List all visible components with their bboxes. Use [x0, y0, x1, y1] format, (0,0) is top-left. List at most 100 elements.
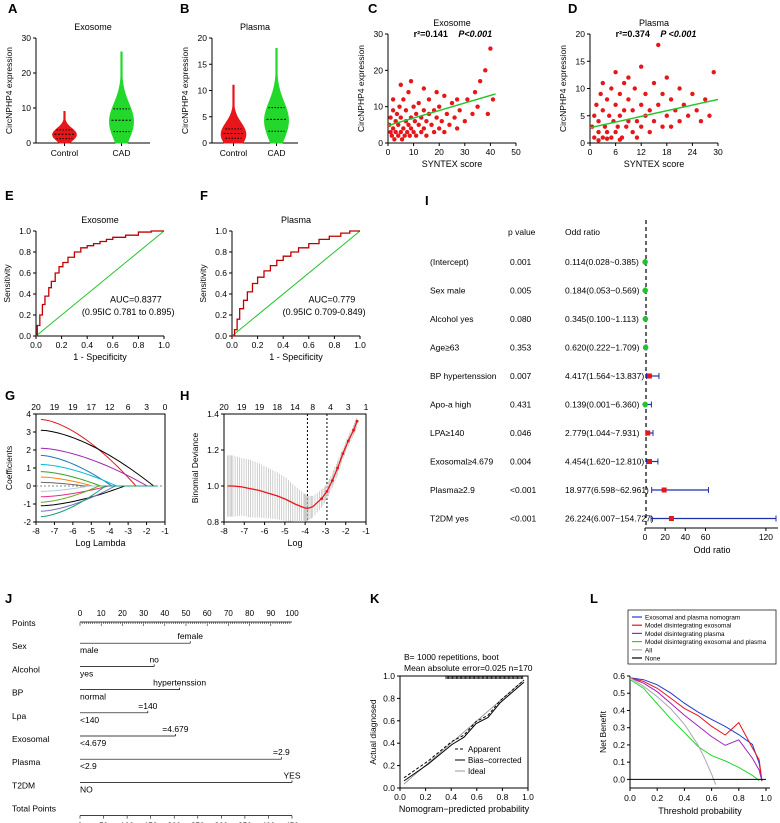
- scatter-point: [613, 69, 618, 75]
- x-tick-label: 0.4: [277, 340, 289, 350]
- scatter-point: [668, 97, 674, 102]
- x-tick-label: 20: [660, 532, 670, 542]
- row-p-value: <0.001: [510, 485, 537, 495]
- scatter-point: [402, 133, 407, 138]
- x-tick-label: 0.8: [328, 340, 340, 350]
- scatter-point: [488, 46, 493, 51]
- y-tick-label: 20: [198, 33, 208, 43]
- cv-deviance-chart: 0.8 1.0 1.2 1.4 -8 -7 -6 -5 -4 -3 -2 -1 Binomial Dev…: [190, 402, 370, 548]
- scatter-point: [651, 119, 657, 124]
- y-tick-label: -2: [23, 517, 31, 527]
- scatter-point: [660, 91, 665, 97]
- variable-low-label: normal: [80, 692, 106, 702]
- y-tick-label: 0.0: [613, 774, 625, 784]
- coefficient-path: [40, 485, 157, 503]
- scatter-point: [388, 129, 393, 135]
- mean-deviance-line: [227, 420, 358, 510]
- row-label: Sex male: [430, 286, 466, 296]
- x-tick-label: 1.0: [158, 340, 170, 350]
- y-tick-label: 0.0: [19, 331, 31, 341]
- points-tick-label: 60: [203, 609, 212, 618]
- x-tick-label: 0.2: [252, 340, 264, 350]
- scatter-point: [449, 100, 455, 106]
- x-axis-title: SYNTEX score: [422, 159, 483, 169]
- estimate-marker: [668, 516, 674, 521]
- x-tick-label: -6: [261, 526, 269, 536]
- scatter-point: [604, 136, 610, 141]
- x-tick-label: -7: [241, 526, 249, 536]
- x-tick-label: 6: [613, 147, 618, 157]
- scatter-point: [624, 124, 629, 129]
- scatter-point: [419, 129, 424, 135]
- scatter-point: [677, 119, 682, 124]
- row-odds-ratio: 0.184(0.053~0.569): [565, 286, 640, 296]
- total-points-tick-label: 0: [78, 822, 83, 823]
- total-points-tick-label: 100: [120, 822, 134, 823]
- scatter-point: [439, 119, 444, 124]
- scatter-point: [421, 108, 427, 113]
- y-tick-label: 1.0: [215, 226, 227, 236]
- y-tick-label: 0.5: [613, 688, 625, 698]
- ci-label: (0.95IC 0.781 to 0.895): [82, 307, 175, 317]
- top-axis-label: 14: [290, 402, 300, 412]
- r-squared-label: r²=0.141: [414, 29, 448, 39]
- points-tick-label: 70: [224, 609, 233, 618]
- nomogram-row-label: Total Points: [12, 804, 56, 814]
- scatter-point: [681, 102, 687, 108]
- x-tick-label: 0.2: [420, 792, 432, 802]
- scatter-point: [617, 91, 623, 97]
- scatter-point: [424, 119, 429, 124]
- coefficient-path: [40, 471, 157, 487]
- scatter-point: [604, 97, 610, 102]
- variable-high-label: =140: [138, 701, 157, 711]
- subtitle-error: Mean absolute error=0.025 n=170: [404, 663, 533, 673]
- scatter-point: [401, 97, 406, 102]
- y-tick-label: 0.6: [215, 268, 227, 278]
- row-label: BP hypertenssion: [430, 371, 497, 381]
- coefficient-path: [40, 481, 157, 487]
- scatter-point: [602, 124, 608, 129]
- x-tick-label: 0: [386, 147, 391, 157]
- scatter-point: [403, 108, 409, 113]
- scatter-point: [621, 80, 627, 86]
- scatter-point: [407, 133, 412, 138]
- y-tick-label: 0: [378, 138, 383, 148]
- deviance-point: [352, 428, 355, 432]
- reference-diagonal: [231, 230, 361, 337]
- points-tick-label: 50: [182, 609, 191, 618]
- scatter-point: [390, 108, 396, 113]
- scatter-point: [617, 113, 623, 118]
- scatter-point: [411, 104, 416, 109]
- nomogram-row-label: T2DM: [12, 780, 35, 790]
- y-tick-label: 20: [22, 68, 32, 78]
- subtitle-bootstrap: B= 1000 repetitions, boot: [404, 652, 499, 662]
- row-odds-ratio: 2.779(1.044~7.931): [565, 428, 640, 438]
- y-tick-label: 0.4: [613, 705, 625, 715]
- points-tick-label: 80: [245, 609, 254, 618]
- x-tick-label: 0.6: [303, 340, 315, 350]
- row-p-value: <0.001: [510, 514, 537, 524]
- x-tick-label: 0: [643, 532, 648, 542]
- total-points-tick-label: 350: [238, 822, 252, 823]
- x-axis-title: 1 - Specificity: [269, 352, 323, 362]
- x-axis-title: Nomogram−predicted probability: [399, 804, 530, 814]
- row-label: Exosomal≥4.679: [430, 457, 494, 467]
- scatter-chart-C: 0 10 20 30 0 10 20 30 40 50 CircNPHP4 expression SY…: [356, 18, 521, 169]
- chart-title: Exosome: [74, 22, 112, 32]
- x-tick-label: 0.6: [471, 792, 483, 802]
- scatter-point: [470, 111, 475, 117]
- scatter-point: [429, 122, 434, 128]
- estimate-marker: [642, 401, 648, 408]
- net-benefit-curve: [629, 677, 763, 782]
- y-tick-label: 2: [26, 445, 31, 455]
- y-tick-label: 0.8: [383, 693, 395, 703]
- y-tick-label: -1: [23, 499, 31, 509]
- y-tick-label: 0.0: [215, 331, 227, 341]
- violin-shape: [109, 51, 134, 144]
- x-tick-label: 24: [688, 147, 698, 157]
- top-axis-label: 4: [328, 402, 333, 412]
- scatter-point: [406, 89, 411, 95]
- scatter-point: [475, 104, 480, 109]
- nomogram-row-label: Points: [12, 618, 36, 628]
- x-tick-label: 0.0: [226, 340, 238, 350]
